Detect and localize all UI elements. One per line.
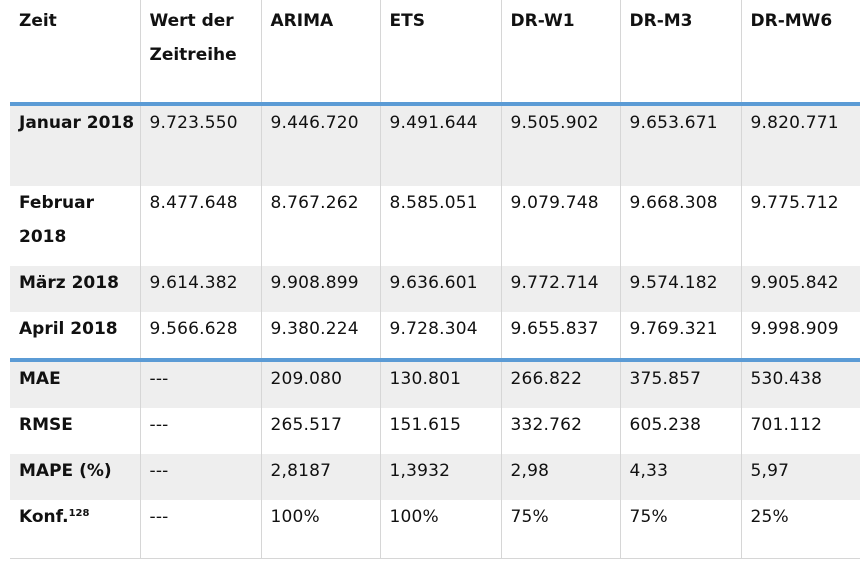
cell-value: 9.820.771 [741, 104, 860, 186]
row-label: Januar 2018 [10, 104, 141, 186]
metric-label: RMSE [10, 408, 141, 454]
metric-row-mape: MAPE (%) --- 2,8187 1,3932 2,98 4,33 5,9… [10, 454, 860, 500]
cell-value: 8.477.648 [140, 186, 262, 266]
cell-value: 332.762 [501, 408, 621, 454]
header-ets: ETS [380, 0, 502, 104]
cell-value: 9.491.644 [380, 104, 502, 186]
cell-value: 9.775.712 [750, 193, 839, 213]
cell-value: 9.636.601 [380, 266, 502, 312]
header-dr-mw6: DR-MW6 [750, 11, 833, 31]
cell-value: --- [140, 454, 262, 500]
cell-value: 25% [750, 507, 789, 527]
metric-label: MAPE (%) [10, 454, 141, 500]
cell-value: 9.653.671 [620, 104, 742, 186]
metric-row-mae: MAE --- 209.080 130.801 266.822 375.857 … [10, 360, 860, 408]
cell-value: 9.380.224 [261, 312, 381, 360]
table-row: Januar 2018 9.723.550 9.446.720 9.491.64… [10, 104, 860, 186]
cell-value: 8.585.051 [380, 186, 502, 266]
row-label: März 2018 [10, 266, 141, 312]
cell-value: 9.769.321 [620, 312, 742, 360]
cell-value: 5,97 [741, 454, 860, 500]
row-label: Februar 2018 [10, 186, 141, 266]
cell-value: --- [140, 360, 262, 408]
metric-label: MAE [10, 360, 141, 408]
cell-value: 4,33 [620, 454, 742, 500]
metric-row-rmse: RMSE --- 265.517 151.615 332.762 605.238… [10, 408, 860, 454]
cell-value: 151.615 [380, 408, 502, 454]
cell-value: 75% [501, 500, 621, 559]
footnote-marker: 128 [68, 508, 90, 519]
cell-value: 2,98 [501, 454, 621, 500]
cell-value: 2,8187 [261, 454, 381, 500]
header-dr-m3: DR-M3 [620, 0, 742, 104]
cell-value: --- [140, 408, 262, 454]
cell-value: 9.728.304 [380, 312, 502, 360]
cell-value: 701.112 [750, 415, 823, 435]
forecast-comparison-table: Zeit Wert der Zeitreihe ARIMA ETS DR-W1 … [10, 0, 860, 559]
header-arima: ARIMA [261, 0, 381, 104]
header-dr-w1: DR-W1 [501, 0, 621, 104]
cell-value: 1,3932 [380, 454, 502, 500]
cell-value: 100% [261, 500, 381, 559]
header-zeit: Zeit [10, 0, 141, 104]
cell-value: 530.438 [741, 360, 860, 408]
cell-value: 9.655.837 [501, 312, 621, 360]
cell-value: 9.668.308 [620, 186, 742, 266]
cell-value: 605.238 [620, 408, 742, 454]
cell-value: 9.446.720 [261, 104, 381, 186]
table-row: April 2018 9.566.628 9.380.224 9.728.304… [10, 312, 860, 360]
cell-value: 209.080 [261, 360, 381, 408]
cell-value: 100% [380, 500, 502, 559]
cell-value: 9.079.748 [501, 186, 621, 266]
header-wert-der-zeitreihe: Wert der Zeitreihe [140, 0, 262, 104]
cell-value: 265.517 [261, 408, 381, 454]
cell-value: 9.998.909 [750, 319, 839, 339]
metric-label: Konf.128 [10, 500, 141, 559]
cell-value: 9.614.382 [140, 266, 262, 312]
cell-value: 9.905.842 [741, 266, 860, 312]
cell-value: 375.857 [620, 360, 742, 408]
cell-value: 8.767.262 [261, 186, 381, 266]
cell-value: --- [140, 500, 262, 559]
cell-value: 9.772.714 [501, 266, 621, 312]
table-row: Februar 2018 8.477.648 8.767.262 8.585.0… [10, 186, 860, 266]
cell-value: 9.723.550 [140, 104, 262, 186]
header-row: Zeit Wert der Zeitreihe ARIMA ETS DR-W1 … [10, 0, 860, 104]
row-label: April 2018 [10, 312, 141, 360]
cell-value: 9.566.628 [140, 312, 262, 360]
metric-row-konf: Konf.128 --- 100% 100% 75% 75% 25% [10, 500, 860, 559]
cell-value: 75% [620, 500, 742, 559]
cell-value: 9.908.899 [261, 266, 381, 312]
cell-value: 9.574.182 [620, 266, 742, 312]
cell-value: 130.801 [380, 360, 502, 408]
metric-label-text: Konf. [19, 507, 69, 527]
cell-value: 266.822 [501, 360, 621, 408]
table-row: März 2018 9.614.382 9.908.899 9.636.601 … [10, 266, 860, 312]
cell-value: 9.505.902 [501, 104, 621, 186]
